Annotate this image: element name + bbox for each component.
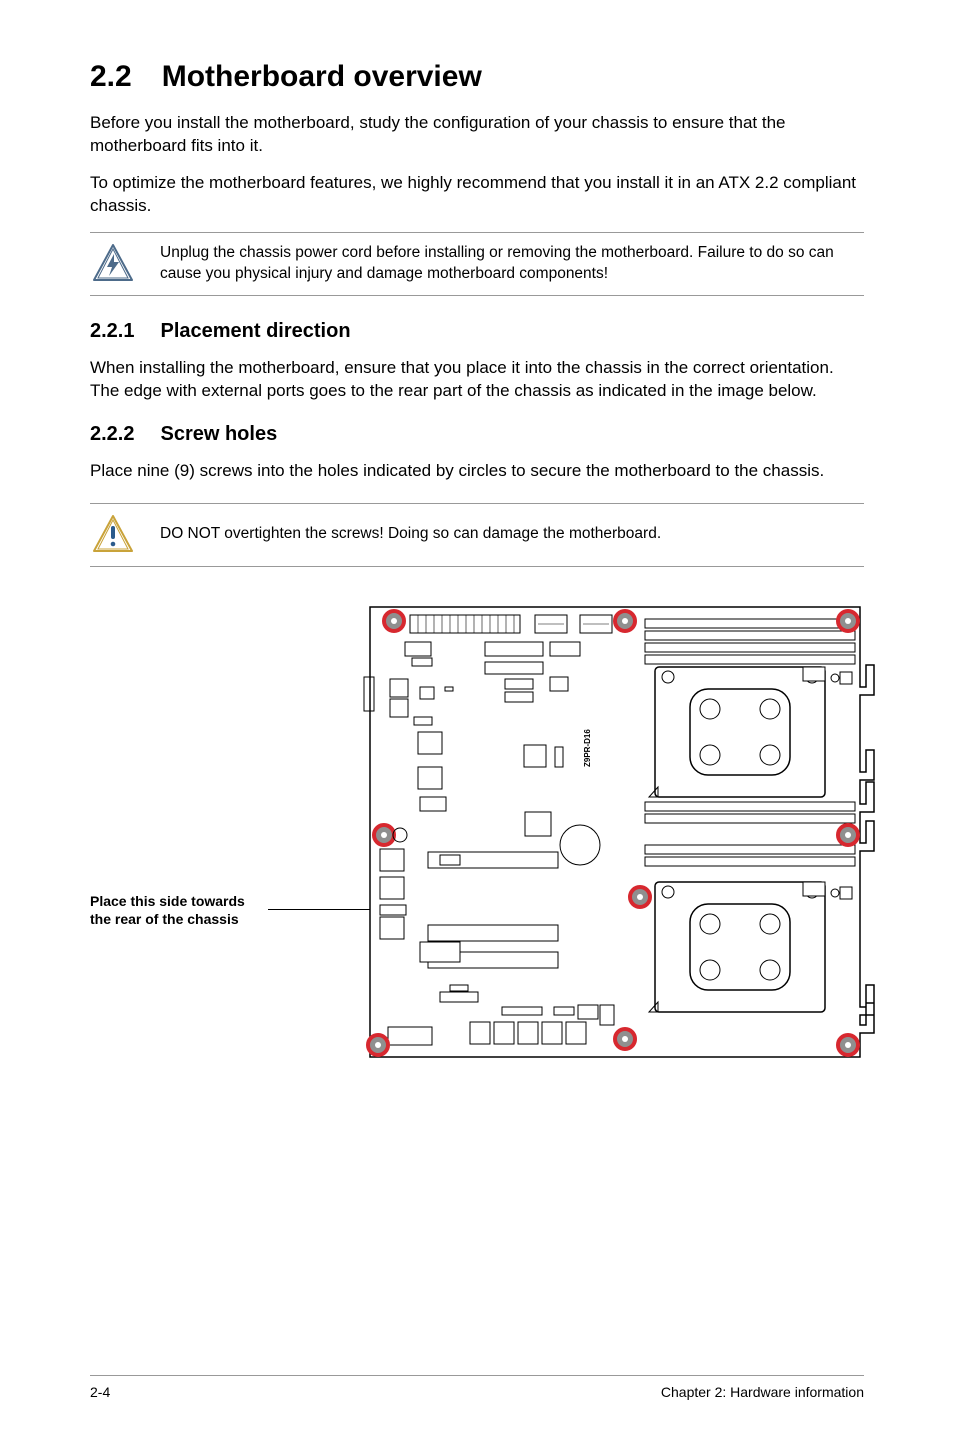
warning-callout: Unplug the chassis power cord before ins… xyxy=(90,232,864,296)
page-heading: 2.2 Motherboard overview xyxy=(90,60,864,94)
rear-side-label: Place this side towards the rear of the … xyxy=(90,892,280,928)
heading-number: 2.2 xyxy=(90,60,132,94)
section2-para: Place nine (9) screws into the holes ind… xyxy=(90,460,864,483)
page-footer: 2-4 Chapter 2: Hardware information xyxy=(90,1375,864,1400)
intro-para-1: Before you install the motherboard, stud… xyxy=(90,112,864,158)
motherboard-figure: Place this side towards the rear of the … xyxy=(90,597,864,1157)
lightning-icon xyxy=(90,243,136,285)
warning-text: Unplug the chassis power cord before ins… xyxy=(160,243,864,285)
side-label-line1: Place this side towards xyxy=(90,893,245,909)
section1-number: 2.2.1 xyxy=(90,320,134,343)
chapter-label: Chapter 2: Hardware information xyxy=(661,1384,864,1400)
section-heading-1: 2.2.1 Placement direction xyxy=(90,320,864,343)
section1-para: When installing the motherboard, ensure … xyxy=(90,357,864,403)
heading-title: Motherboard overview xyxy=(162,60,482,93)
section2-number: 2.2.2 xyxy=(90,423,134,446)
section1-title: Placement direction xyxy=(160,320,350,342)
section2-title: Screw holes xyxy=(160,423,277,445)
caution-text: DO NOT overtighten the screws! Doing so … xyxy=(160,524,864,545)
side-label-line2: the rear of the chassis xyxy=(90,911,239,927)
caution-callout: DO NOT overtighten the screws! Doing so … xyxy=(90,503,864,567)
caution-icon xyxy=(90,514,136,556)
intro-para-2: To optimize the motherboard features, we… xyxy=(90,172,864,218)
page-number: 2-4 xyxy=(90,1384,110,1400)
board-model-label: Z9PR-D16 xyxy=(583,728,592,766)
section-heading-2: 2.2.2 Screw holes xyxy=(90,423,864,446)
motherboard-svg: Z9PR-D16 xyxy=(350,597,880,1077)
